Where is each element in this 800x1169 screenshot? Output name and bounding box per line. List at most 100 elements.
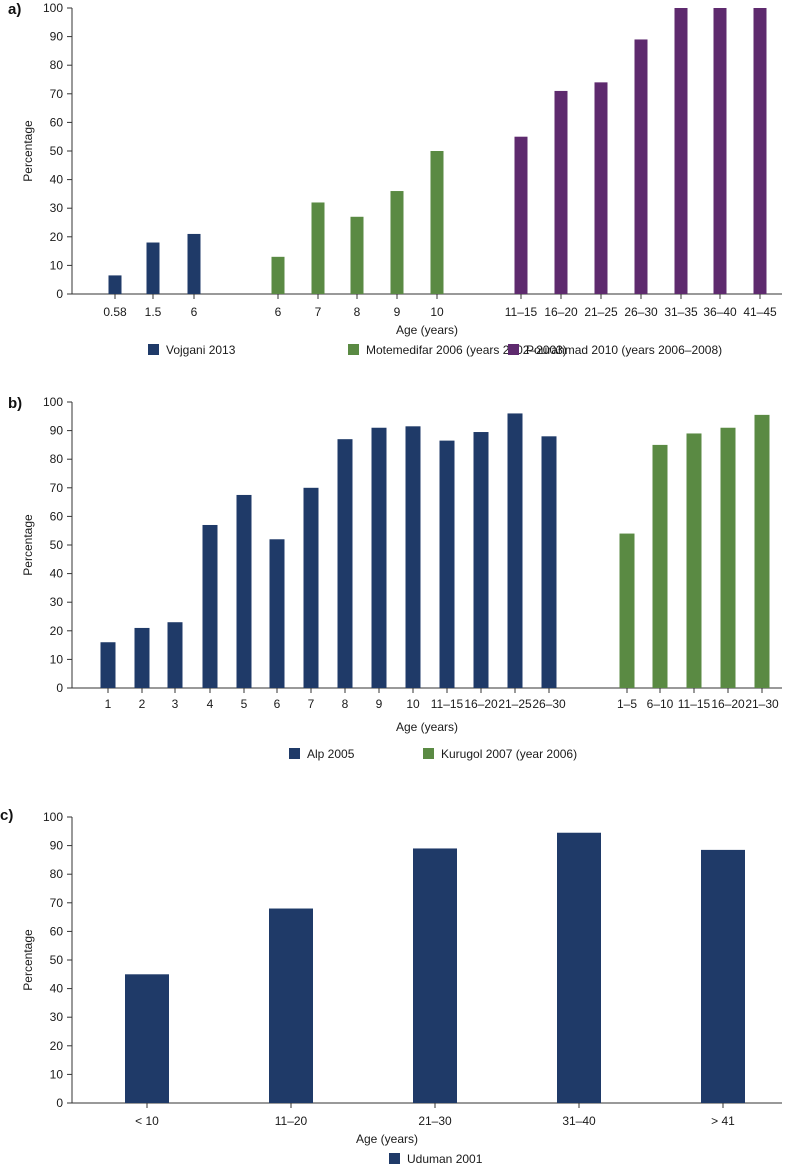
x-tick-label: 16–20 xyxy=(464,697,498,711)
x-tick-label: 6 xyxy=(275,305,282,319)
bar xyxy=(634,39,648,295)
bar xyxy=(619,533,635,688)
bar xyxy=(271,256,285,294)
y-axis-title: Percentage xyxy=(21,514,35,576)
x-tick-label: 36–40 xyxy=(703,305,737,319)
x-tick-label: 9 xyxy=(394,305,401,319)
legend-label: Kurugol 2007 (year 2006) xyxy=(441,747,577,761)
bar xyxy=(473,432,489,688)
panel-label: b) xyxy=(8,395,22,412)
y-tick-label: 70 xyxy=(50,896,64,910)
x-axis-title: Age (years) xyxy=(396,323,458,337)
x-tick-label: 0.58 xyxy=(103,305,127,319)
bar xyxy=(720,427,736,688)
panel-label: c) xyxy=(0,807,13,824)
y-tick-label: 0 xyxy=(56,1096,63,1110)
y-tick-label: 20 xyxy=(50,1039,64,1053)
bar xyxy=(125,974,169,1103)
bar xyxy=(146,242,160,294)
y-tick-label: 60 xyxy=(50,924,64,938)
x-tick-label: 1.5 xyxy=(145,305,162,319)
x-tick-label: 5 xyxy=(241,697,248,711)
y-tick-label: 100 xyxy=(43,395,63,409)
bar xyxy=(134,627,150,688)
x-tick-label: 21–30 xyxy=(418,1114,452,1128)
y-tick-label: 30 xyxy=(50,1010,64,1024)
bar xyxy=(100,642,116,688)
bar xyxy=(507,413,523,688)
bar xyxy=(701,849,745,1103)
bar xyxy=(439,440,455,688)
bar xyxy=(430,151,444,294)
y-tick-label: 10 xyxy=(50,652,64,666)
chart-panel-c: c) 0 10 20 30 40 50 60 70 80 90 100 Percentage Age (y… xyxy=(0,807,782,1166)
x-tick-label: 7 xyxy=(308,697,315,711)
y-axis-title: Percentage xyxy=(21,929,35,991)
y-tick-label: 10 xyxy=(50,1067,64,1081)
x-tick-label: 10 xyxy=(430,305,444,319)
x-tick-label: 31–40 xyxy=(562,1114,596,1128)
x-tick-label: 8 xyxy=(354,305,361,319)
x-axis-title: Age (years) xyxy=(396,720,458,734)
bar xyxy=(594,82,608,294)
bar xyxy=(311,202,325,294)
bar xyxy=(108,275,122,294)
y-tick-label: 80 xyxy=(50,58,64,72)
legend-swatch xyxy=(389,1153,400,1164)
legend-swatch xyxy=(289,748,300,759)
y-tick-label: 90 xyxy=(50,424,64,438)
x-tick-label: 3 xyxy=(172,697,179,711)
legend-label: Alp 2005 xyxy=(307,747,355,761)
x-tick-label: 1–5 xyxy=(617,697,637,711)
x-tick-label: 41–45 xyxy=(743,305,777,319)
y-tick-label: 80 xyxy=(50,867,64,881)
bar xyxy=(390,191,404,294)
legend-label: Uduman 2001 xyxy=(407,1152,483,1166)
bar xyxy=(350,216,364,294)
x-tick-label: 8 xyxy=(342,697,349,711)
bar xyxy=(269,539,285,688)
x-tick-label: 2 xyxy=(139,697,146,711)
bar xyxy=(753,8,767,294)
y-tick-label: 50 xyxy=(50,953,64,967)
chart-panel-a: a) 0 10 20 30 40 50 60 70 80 90 100 Percentage Age (y… xyxy=(8,1,782,357)
x-tick-label: 9 xyxy=(376,697,383,711)
x-tick-label: 11–15 xyxy=(505,305,538,319)
x-tick-label: < 10 xyxy=(135,1114,159,1128)
y-tick-label: 20 xyxy=(50,624,64,638)
x-tick-label: 1 xyxy=(105,697,112,711)
y-tick-label: 60 xyxy=(50,115,64,129)
y-tick-label: 90 xyxy=(50,839,64,853)
bar xyxy=(557,832,601,1103)
x-tick-label: 11–20 xyxy=(275,1114,308,1128)
x-tick-label: 6 xyxy=(274,697,281,711)
x-axis-title: Age (years) xyxy=(356,1132,418,1146)
bar xyxy=(541,436,557,688)
y-tick-label: 10 xyxy=(50,258,64,272)
bar xyxy=(202,524,218,688)
x-tick-label: 16–20 xyxy=(544,305,578,319)
x-tick-label: 21–30 xyxy=(745,697,779,711)
bar xyxy=(167,622,183,688)
x-tick-label: 31–35 xyxy=(664,305,698,319)
bar xyxy=(686,433,702,688)
y-tick-label: 0 xyxy=(56,681,63,695)
y-tick-label: 40 xyxy=(50,982,64,996)
x-tick-label: 21–25 xyxy=(498,697,532,711)
chart-panel-b: b) 0 10 20 30 40 50 60 70 80 90 100 Percentage Age (y… xyxy=(8,395,782,761)
x-tick-label: 21–25 xyxy=(584,305,618,319)
bar xyxy=(187,233,201,294)
bar xyxy=(554,90,568,294)
x-tick-label: 26–30 xyxy=(532,697,566,711)
y-tick-label: 40 xyxy=(50,173,64,187)
bar xyxy=(269,908,313,1103)
y-tick-label: 60 xyxy=(50,509,64,523)
y-tick-label: 30 xyxy=(50,595,64,609)
bar xyxy=(371,427,387,688)
y-tick-label: 0 xyxy=(56,287,63,301)
y-axis-title: Percentage xyxy=(21,120,35,182)
x-tick-label: 26–30 xyxy=(624,305,658,319)
bar xyxy=(674,8,688,294)
y-tick-label: 50 xyxy=(50,144,64,158)
